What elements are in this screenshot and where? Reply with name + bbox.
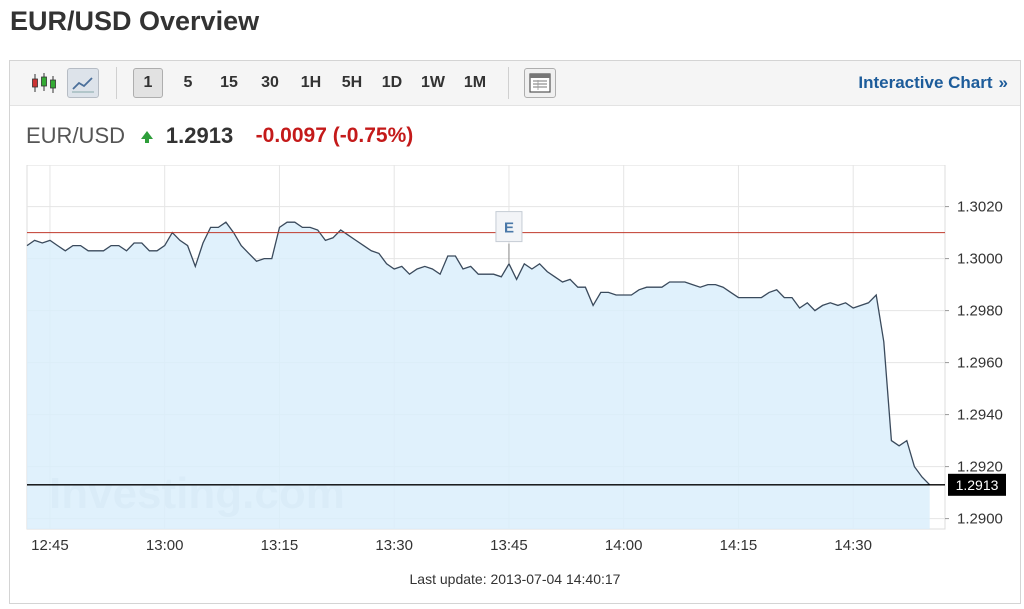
page-title: EUR/USD Overview bbox=[10, 6, 260, 36]
y-tick-label: 1.2900 bbox=[957, 511, 1003, 528]
quote-header: EUR/USD 1.2913 -0.0097 (-0.75%) bbox=[26, 123, 413, 151]
interactive-chart-label: Interactive Chart bbox=[858, 73, 993, 92]
last-price-label: 1.2913 bbox=[956, 477, 999, 493]
x-tick-label: 14:00 bbox=[605, 537, 643, 554]
x-tick-label: 12:45 bbox=[31, 537, 69, 554]
candlestick-icon[interactable] bbox=[28, 68, 60, 98]
quote-symbol: EUR/USD bbox=[26, 123, 126, 148]
timeframe-15[interactable]: 15 bbox=[220, 74, 238, 91]
arrow-up-icon bbox=[141, 131, 154, 143]
event-marker-box bbox=[495, 211, 523, 243]
x-tick-label: 13:30 bbox=[375, 537, 413, 554]
quote-change: -0.0097 (-0.75%) bbox=[255, 124, 414, 147]
timeframe-1d[interactable]: 1D bbox=[381, 74, 403, 91]
timeframe-5h[interactable]: 5H bbox=[341, 74, 363, 91]
y-tick-label: 1.2960 bbox=[957, 355, 1003, 372]
timeframe-1m[interactable]: 1M bbox=[463, 74, 487, 91]
x-tick-label: 13:15 bbox=[261, 537, 299, 554]
last-price-label-box bbox=[948, 473, 1006, 496]
x-tick-label: 14:15 bbox=[720, 537, 758, 554]
x-tick-label: 13:00 bbox=[146, 537, 184, 554]
last-update: Last update: 2013-07-04 14:40:17 bbox=[409, 571, 621, 587]
toolbar-divider bbox=[116, 67, 117, 99]
y-tick-label: 1.2940 bbox=[957, 407, 1003, 424]
timeframe-1[interactable]: 1 bbox=[133, 68, 163, 98]
y-tick-label: 1.3000 bbox=[957, 251, 1003, 268]
line-chart-icon[interactable] bbox=[67, 68, 99, 98]
y-tick-label: 1.2920 bbox=[957, 459, 1003, 476]
double-chevron-right-icon: » bbox=[998, 73, 1008, 92]
chart-toolbar: 1 5 15 30 1H 5H 1D 1W 1M Interactive Cha… bbox=[10, 61, 1020, 106]
timeframe-1w[interactable]: 1W bbox=[421, 74, 445, 91]
quote-price: 1.2913 bbox=[165, 123, 234, 148]
event-marker-label: E bbox=[504, 220, 514, 237]
timeframe-1h[interactable]: 1H bbox=[300, 74, 322, 91]
x-tick-label: 14:30 bbox=[834, 537, 872, 554]
price-line bbox=[26, 221, 931, 486]
x-tick-label: 13:45 bbox=[490, 537, 528, 554]
timeframe-30[interactable]: 30 bbox=[261, 74, 279, 91]
interactive-chart-link[interactable]: Interactive Chart » bbox=[858, 73, 1008, 93]
y-tick-label: 1.2980 bbox=[957, 303, 1003, 320]
toolbar-divider bbox=[508, 67, 509, 99]
y-tick-label: 1.3020 bbox=[957, 199, 1003, 216]
table-view-icon[interactable] bbox=[524, 68, 556, 98]
price-chart[interactable]: 12:45 13:00 13:15 13:30 13:45 14:00 14:15 14:30… bbox=[10, 165, 1020, 565]
chart-widget: 1 5 15 30 1H 5H 1D 1W 1M Interactive Cha… bbox=[9, 60, 1021, 604]
timeframe-5[interactable]: 5 bbox=[183, 74, 193, 91]
price-area bbox=[27, 222, 930, 529]
